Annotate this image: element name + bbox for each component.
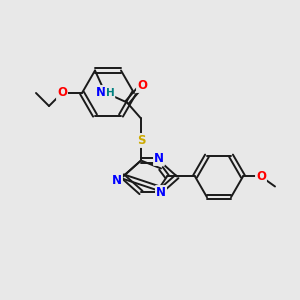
Text: S: S bbox=[137, 134, 145, 147]
Text: N: N bbox=[112, 174, 122, 187]
Text: N: N bbox=[156, 188, 166, 201]
Text: N: N bbox=[96, 86, 106, 99]
Text: N: N bbox=[156, 186, 166, 199]
Text: O: O bbox=[256, 170, 266, 183]
Text: N: N bbox=[154, 152, 164, 165]
Text: O: O bbox=[137, 79, 147, 92]
Text: H: H bbox=[106, 88, 114, 98]
Text: O: O bbox=[57, 86, 67, 100]
